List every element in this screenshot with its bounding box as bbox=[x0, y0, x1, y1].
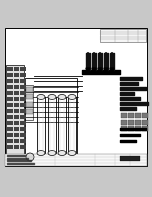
Bar bbox=[14, 67, 19, 71]
Bar bbox=[14, 138, 19, 143]
Bar bbox=[128, 113, 133, 118]
Bar bbox=[135, 120, 140, 125]
Bar bbox=[14, 121, 19, 125]
Bar bbox=[7, 114, 12, 119]
Bar bbox=[128, 126, 133, 131]
Bar bbox=[20, 114, 26, 119]
Bar bbox=[20, 121, 26, 125]
Bar bbox=[100, 29, 146, 42]
Bar bbox=[142, 113, 147, 118]
Bar bbox=[14, 133, 19, 137]
Bar bbox=[20, 85, 26, 89]
Bar bbox=[20, 90, 26, 95]
Bar bbox=[25, 85, 33, 120]
Bar bbox=[20, 126, 26, 131]
Bar bbox=[7, 90, 12, 95]
Bar bbox=[7, 85, 12, 89]
Bar bbox=[14, 72, 19, 77]
Bar bbox=[14, 85, 19, 89]
Ellipse shape bbox=[68, 151, 76, 155]
Bar bbox=[14, 145, 19, 149]
Ellipse shape bbox=[68, 95, 76, 99]
Bar bbox=[5, 28, 147, 166]
Bar bbox=[48, 97, 56, 153]
Bar bbox=[37, 97, 45, 153]
Bar bbox=[142, 126, 147, 131]
Ellipse shape bbox=[37, 95, 45, 99]
Polygon shape bbox=[98, 68, 102, 74]
Ellipse shape bbox=[48, 95, 56, 99]
Bar bbox=[26, 94, 33, 99]
Bar bbox=[7, 145, 12, 149]
Bar bbox=[14, 126, 19, 131]
Bar bbox=[7, 78, 12, 83]
Bar bbox=[7, 102, 12, 107]
Bar bbox=[7, 109, 12, 113]
Ellipse shape bbox=[37, 151, 45, 155]
Bar bbox=[20, 78, 26, 83]
Bar bbox=[58, 97, 66, 153]
Bar bbox=[7, 67, 12, 71]
Ellipse shape bbox=[58, 151, 66, 155]
Bar bbox=[7, 138, 12, 143]
Bar bbox=[7, 126, 12, 131]
Bar bbox=[14, 97, 19, 101]
Bar bbox=[14, 90, 19, 95]
Bar bbox=[135, 113, 140, 118]
Bar bbox=[14, 78, 19, 83]
Bar bbox=[135, 126, 140, 131]
Bar bbox=[120, 156, 140, 161]
Bar bbox=[26, 109, 33, 114]
Bar bbox=[142, 120, 147, 125]
Bar bbox=[121, 126, 126, 131]
Bar bbox=[20, 97, 26, 101]
Bar bbox=[20, 102, 26, 107]
Circle shape bbox=[26, 153, 34, 161]
Bar bbox=[5, 154, 147, 166]
Ellipse shape bbox=[58, 95, 66, 99]
Bar bbox=[20, 138, 26, 143]
Bar bbox=[20, 133, 26, 137]
Bar bbox=[14, 114, 19, 119]
Bar bbox=[7, 97, 12, 101]
Bar bbox=[121, 113, 126, 118]
Polygon shape bbox=[110, 68, 114, 74]
Ellipse shape bbox=[48, 151, 56, 155]
Bar bbox=[26, 86, 33, 91]
Bar bbox=[20, 109, 26, 113]
Bar bbox=[25, 78, 77, 160]
Bar bbox=[128, 120, 133, 125]
Bar bbox=[7, 133, 12, 137]
Bar bbox=[7, 72, 12, 77]
Bar bbox=[20, 72, 26, 77]
Bar bbox=[20, 145, 26, 149]
Polygon shape bbox=[92, 68, 96, 74]
Bar bbox=[68, 97, 76, 153]
Bar bbox=[20, 67, 26, 71]
Bar bbox=[6, 65, 24, 155]
Bar bbox=[121, 120, 126, 125]
Bar bbox=[14, 109, 19, 113]
Polygon shape bbox=[104, 68, 108, 74]
Bar bbox=[7, 121, 12, 125]
Bar bbox=[14, 102, 19, 107]
Polygon shape bbox=[86, 68, 90, 74]
Bar bbox=[26, 101, 33, 107]
